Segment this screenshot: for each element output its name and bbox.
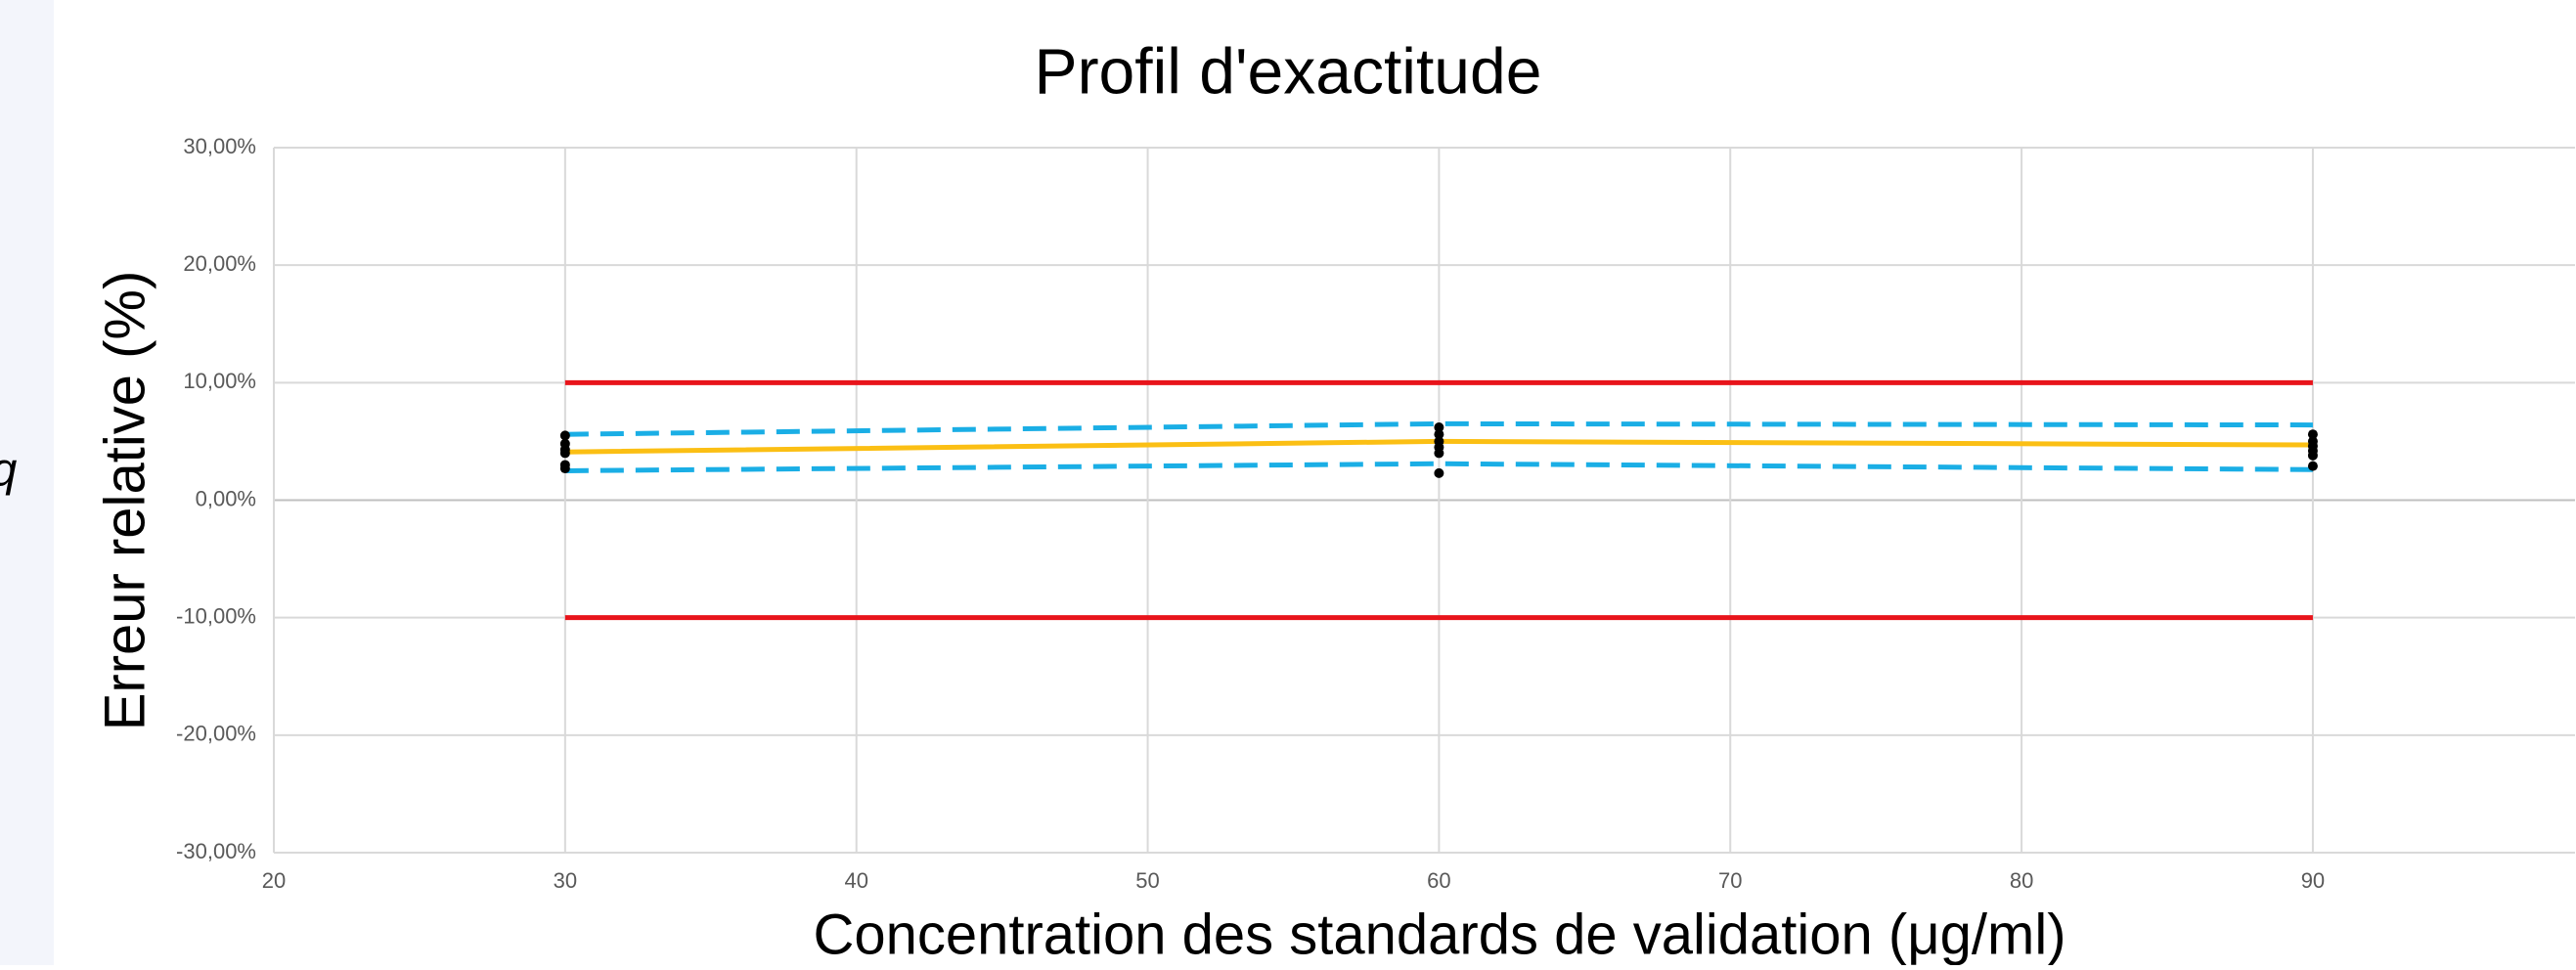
y-tick-label: -30,00% <box>176 839 256 863</box>
dashed-line <box>564 420 2313 437</box>
side-panel <box>0 0 54 965</box>
y-tick-label: 0,00% <box>196 486 256 510</box>
y-tick-label: 20,00% <box>183 251 256 276</box>
x-tick-label: 90 <box>2301 868 2325 893</box>
x-tick-label: 30 <box>554 868 577 893</box>
y-axis-title: Erreur relative (%) <box>93 271 156 731</box>
data-point <box>1434 429 1444 440</box>
x-axis-title: Concentration des standards de validatio… <box>813 903 2065 965</box>
data-point <box>2307 429 2318 440</box>
x-tick-label: 60 <box>1427 868 1450 893</box>
y-tick-label: 30,00% <box>183 134 256 158</box>
x-tick-label: 40 <box>844 868 867 893</box>
data-point <box>1434 448 1444 459</box>
y-tick-label: 10,00% <box>183 369 256 393</box>
dashed-line <box>564 461 2313 473</box>
x-tick-label: 80 <box>2010 868 2033 893</box>
data-point <box>559 430 570 441</box>
data-point <box>559 463 570 474</box>
x-tick-label: 70 <box>1718 868 1742 893</box>
chart-title: Profil d'exactitude <box>1035 34 1542 107</box>
x-tick-label: 50 <box>1135 868 1159 893</box>
y-tick-label: -10,00% <box>176 603 256 628</box>
data-point <box>2307 450 2318 461</box>
y-tick-label: -20,00% <box>176 722 256 746</box>
data-point <box>1434 421 1444 432</box>
side-text: q <box>0 445 18 497</box>
data-point <box>559 448 570 459</box>
data-point <box>2307 461 2318 471</box>
x-tick-label: 20 <box>262 868 286 893</box>
data-point <box>1434 467 1444 478</box>
